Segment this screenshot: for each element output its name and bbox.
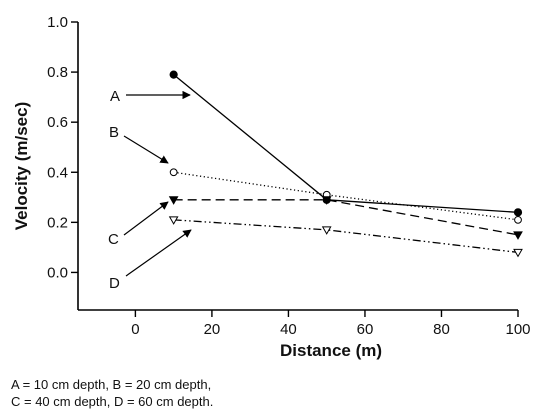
y-tick-label: 0.6 [47, 114, 68, 131]
series-label-d: D [109, 275, 120, 292]
x-axis-title: Distance (m) [280, 341, 382, 360]
data-point [169, 168, 178, 177]
data-point [321, 226, 332, 235]
series-line [173, 219, 519, 254]
series-d [168, 216, 523, 258]
y-axis-title: Velocity (m/sec) [12, 102, 31, 231]
figure-caption: A = 10 cm depth, B = 20 cm depth, C = 40… [11, 376, 213, 410]
y-tick-label: 0.0 [47, 264, 68, 281]
x-tick-label: 60 [357, 321, 374, 338]
data-point [168, 216, 179, 225]
caption-line-2: C = 40 cm depth, D = 60 cm depth. [11, 394, 214, 409]
series-label-a: A [110, 88, 120, 105]
data-point [321, 196, 332, 205]
data-point [514, 215, 522, 224]
data-point [513, 231, 523, 240]
annotation-arrow-c [123, 201, 169, 236]
caption-line-1: A = 10 cm depth, B = 20 cm depth, [11, 377, 212, 392]
y-tick-label: 0.8 [47, 64, 68, 81]
x-tick-label: 100 [505, 321, 530, 338]
chart-axes [77, 22, 518, 311]
x-tick-label: 40 [280, 321, 297, 338]
series-line [173, 74, 519, 213]
series-label-b: B [109, 124, 119, 141]
x-tick-label: 20 [204, 321, 221, 338]
series-label-c: C [108, 231, 119, 248]
line-chart: 0 20 40 60 80 100 0.0 0.2 0.4 0.6 0.8 1.0 A B C D Dis… [12, 14, 531, 360]
series-a [169, 70, 523, 217]
y-tick-label: 1.0 [47, 14, 68, 31]
annotation-arrow-b [123, 135, 169, 164]
series-c [168, 196, 523, 240]
data-point [513, 248, 523, 258]
series-b [169, 168, 522, 224]
series-line [173, 199, 519, 236]
x-tick-label: 0 [131, 321, 139, 338]
data-point [169, 70, 178, 79]
chart-series [168, 70, 523, 258]
data-point [513, 208, 523, 217]
data-point [168, 196, 179, 205]
series-line [173, 171, 519, 221]
y-tick-label: 0.4 [47, 164, 68, 181]
x-axis-ticks: 0 20 40 60 80 100 [131, 310, 531, 338]
annotation-arrow-d [125, 229, 192, 277]
y-tick-label: 0.2 [47, 214, 68, 231]
x-tick-label: 80 [433, 321, 450, 338]
y-axis-ticks: 0.0 0.2 0.4 0.6 0.8 1.0 [47, 14, 78, 281]
series-annotations: A B C D [108, 88, 192, 292]
